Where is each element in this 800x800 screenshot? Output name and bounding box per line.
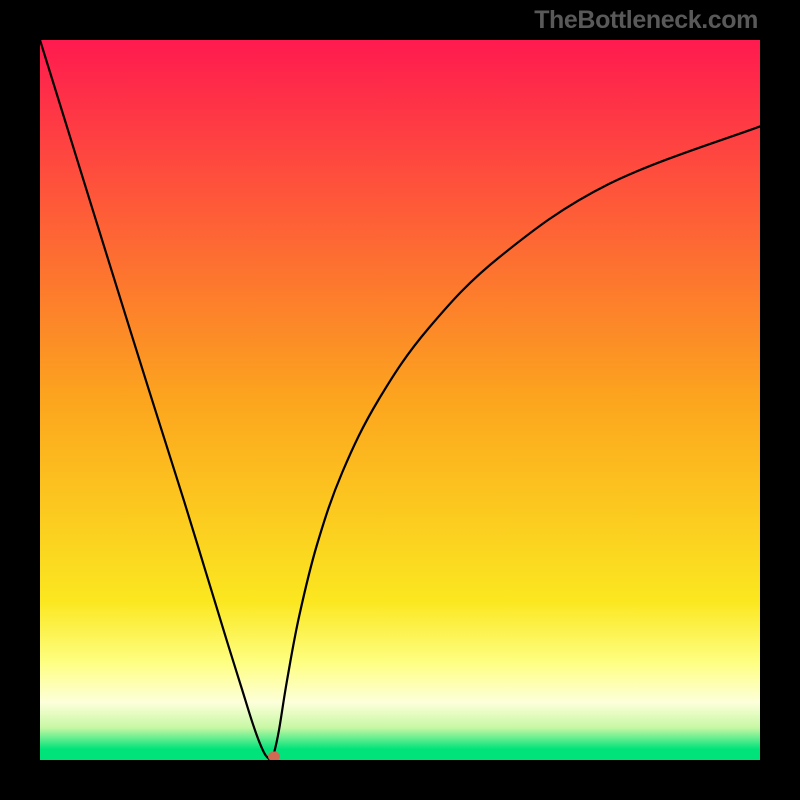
plot-svg bbox=[40, 40, 760, 760]
plot-area bbox=[40, 40, 760, 760]
chart-frame: TheBottleneck.com bbox=[0, 0, 800, 800]
gradient-background bbox=[40, 40, 760, 760]
watermark-text: TheBottleneck.com bbox=[534, 6, 758, 35]
